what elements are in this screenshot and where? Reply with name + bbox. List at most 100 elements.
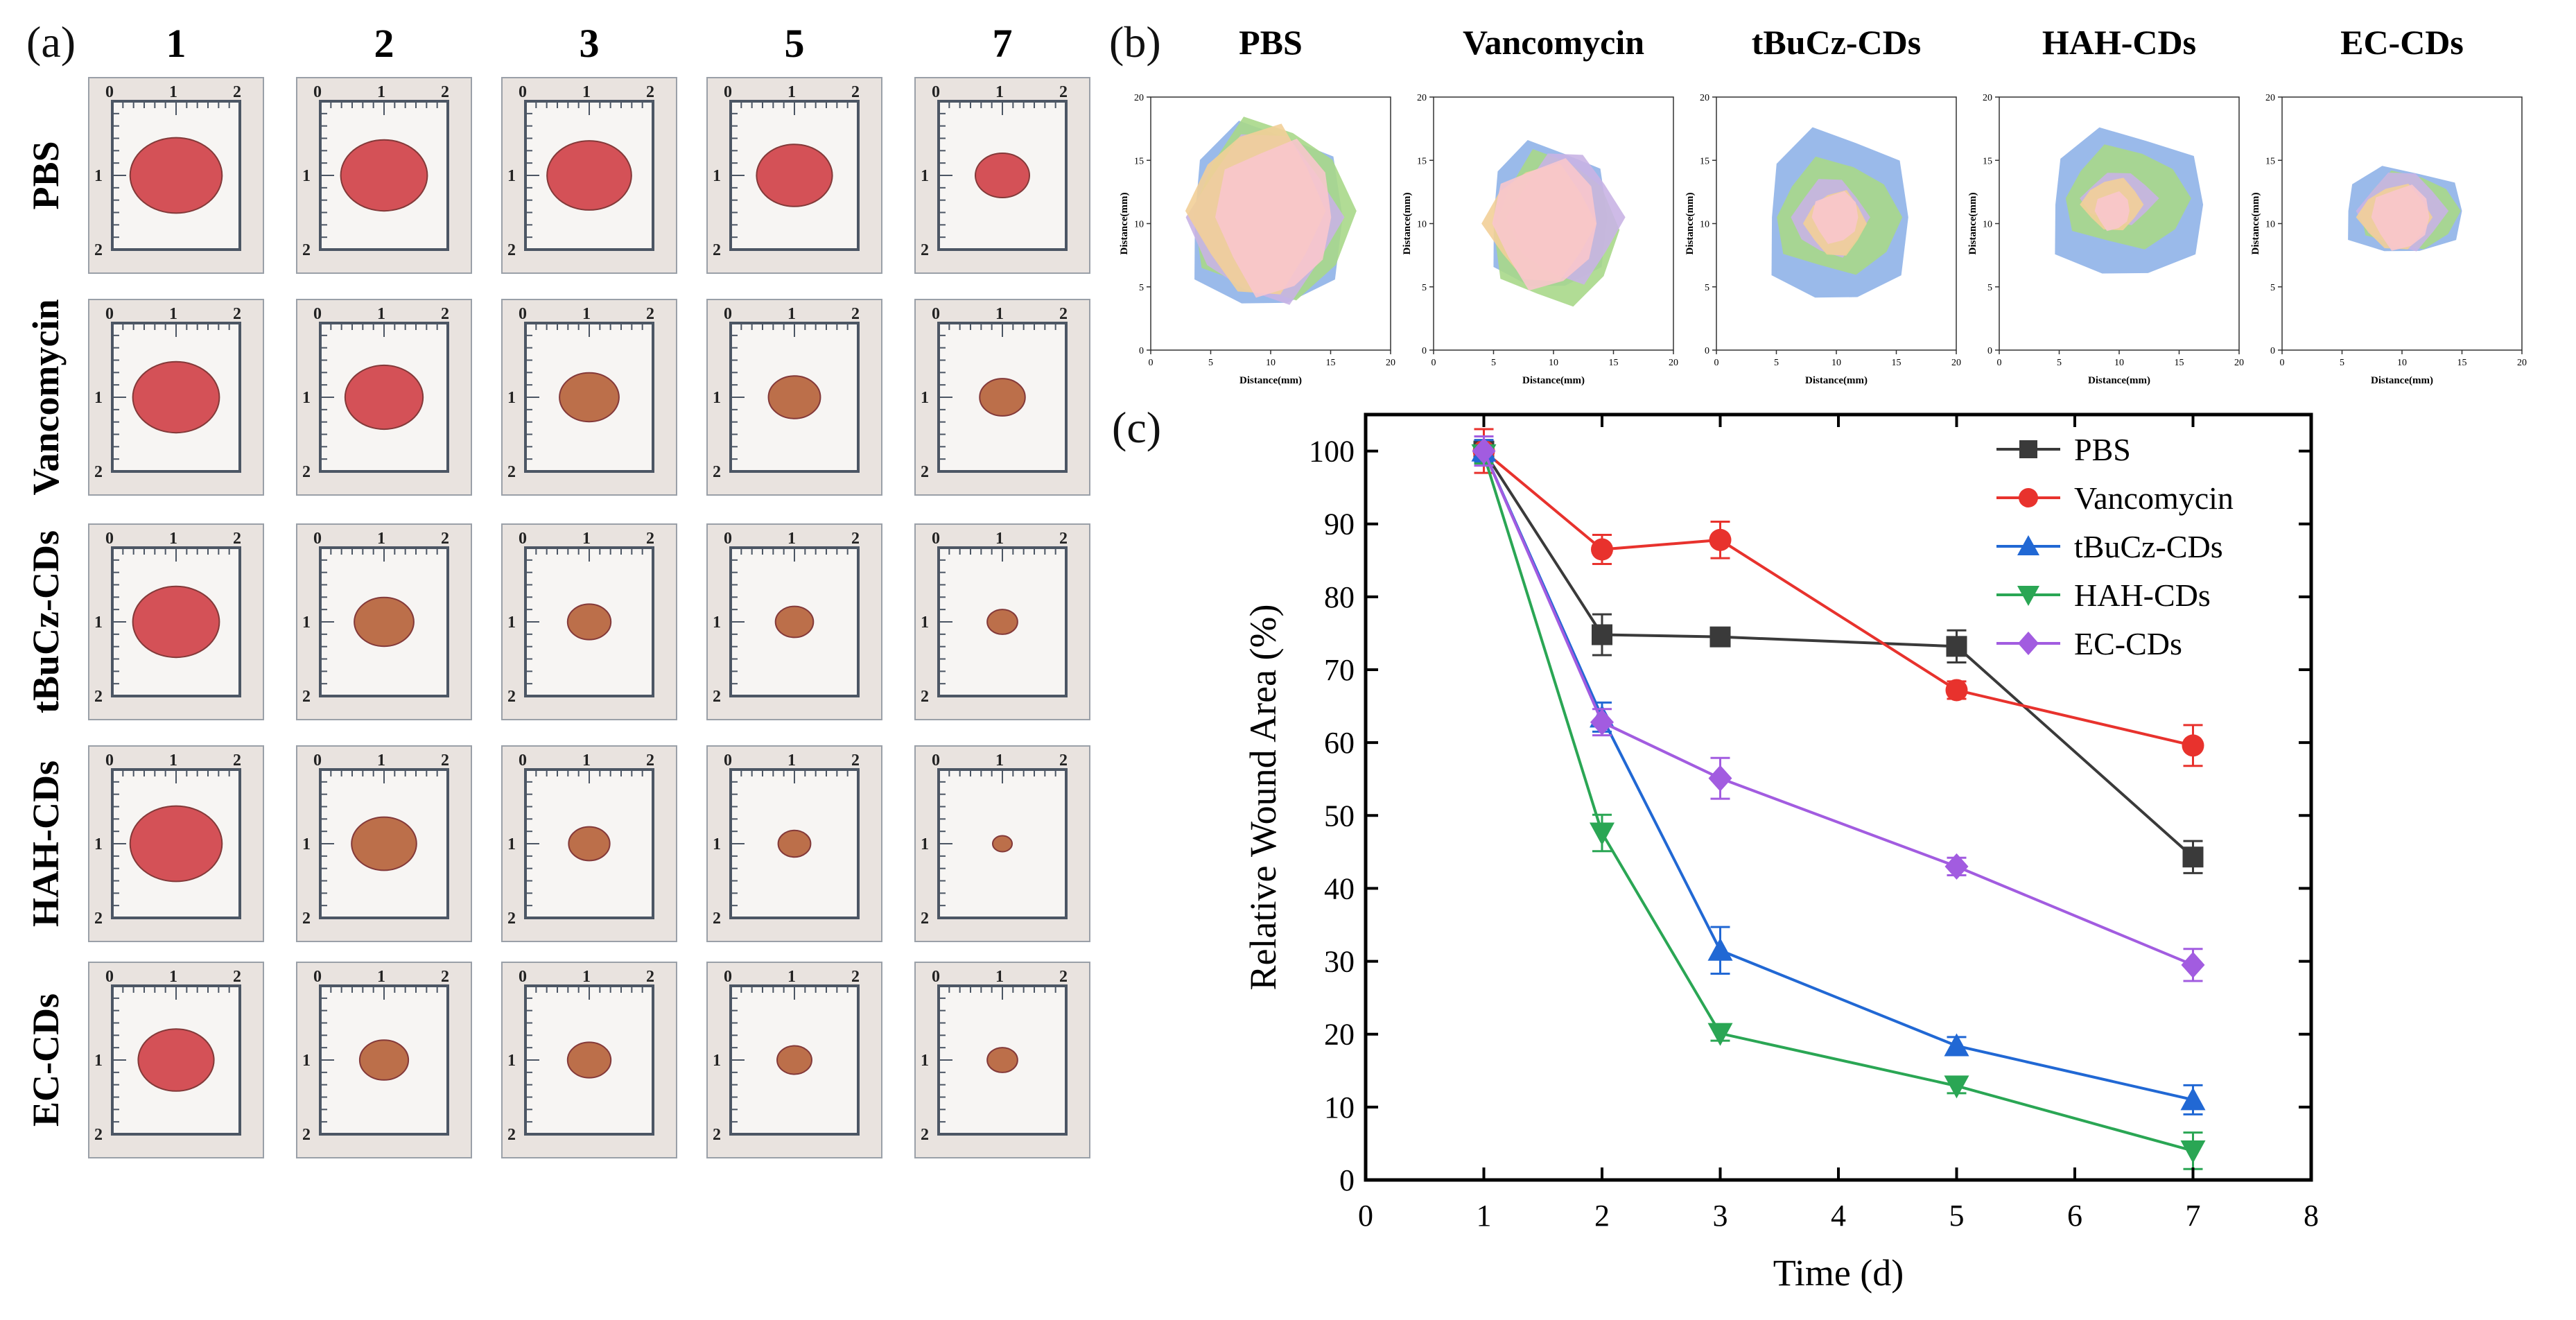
x-tick-label: 5 [1491,358,1496,368]
x-tick-label: 3 [1713,1199,1728,1233]
series-line [1482,450,2194,966]
ruler-label: 0 [519,83,527,101]
wound-photo-Vancomycin-day-1: 0 1 2 1 2 [88,299,264,496]
wound-trace-day-5 [1811,191,1859,245]
wound [344,364,424,431]
ruler-label: 2 [1059,530,1068,548]
y-tick-label: 5 [1705,283,1709,293]
x-tick-label: 10 [1266,358,1276,368]
ruler-label: 1 [995,530,1004,548]
ruler-label: 0 [313,305,322,323]
y-tick-label: 20 [1983,93,1992,103]
ruler-label: 1 [713,389,721,407]
ruler-label: 1 [995,968,1004,986]
wound-photo-HAH-CDs-day-1: 0 1 2 1 2 [88,745,264,942]
ruler-label: 2 [302,688,311,706]
ruler-label: 1 [302,1052,311,1070]
wound [986,1047,1018,1073]
ruler-label: 0 [932,305,940,323]
data-point [1591,538,1613,561]
wound-photo-EC-CDs-day-5: 0 1 2 1 2 [706,962,882,1158]
ruler-label: 1 [713,1052,721,1070]
y-axis-label: Distance(mm) [1119,193,1130,255]
ruler-label: 0 [519,752,527,770]
ruler-label: 1 [582,968,591,986]
data-point [1944,853,1969,880]
wound [975,153,1030,198]
y-tick-label: 40 [1324,871,1355,905]
data-point [2181,951,2205,978]
data-point [1944,1033,1969,1057]
ruler-label: 2 [921,241,929,259]
ruler-label: 0 [724,83,732,101]
ruler-label: 0 [932,83,940,101]
y-tick-label: 10 [1983,220,1992,230]
ruler-label: 1 [582,305,591,323]
ruler-label: 2 [851,83,860,101]
legend-label: HAH-CDs [2074,578,2211,613]
legend-label: Vancomycin [2074,480,2234,516]
x-axis-label: Distance(mm) [1805,375,1868,386]
y-tick-label: 15 [1134,156,1144,166]
y-tick-label: 20 [1134,93,1144,103]
y-tick-label: 10 [1134,220,1144,230]
ruler-label: 0 [105,530,114,548]
y-axis-label: Distance(mm) [2250,193,2261,255]
ruler-label: 2 [233,305,241,323]
x-tick-label: 0 [1149,358,1154,368]
x-tick-label: 10 [2397,358,2407,368]
x-tick-label: 10 [1549,358,1558,368]
x-tick-label: 20 [1386,358,1395,368]
y-tick-label: 0 [1705,346,1709,356]
data-point [1592,624,1612,645]
wound [777,829,812,858]
ruler-label: 2 [851,752,860,770]
data-point [1944,1075,1969,1099]
wound-photo-tBuCz-CDs-day-7: 0 1 2 1 2 [914,523,1090,720]
ruler-label: 2 [507,910,516,928]
ruler-label: 1 [94,614,103,632]
data-point [1708,765,1732,792]
wound [979,378,1026,417]
ruler-label: 2 [302,463,311,481]
ruler-label: 2 [507,1126,516,1144]
ruler-label: 0 [105,752,114,770]
wound-photo-EC-CDs-day-2: 0 1 2 1 2 [296,962,472,1158]
ruler-label: 0 [724,752,732,770]
ruler-label: 2 [851,530,860,548]
ruler-label: 1 [713,167,721,185]
wound [756,144,833,207]
data-point [1709,626,1731,648]
panel-label-c: (c) [1112,403,1162,452]
data-point [2182,846,2204,868]
y-tick-label: 10 [1417,220,1427,230]
x-tick-label: 20 [2234,358,2244,368]
ruler-label: 1 [377,530,385,548]
ruler-label: 2 [441,968,449,986]
ruler-label: 0 [313,83,322,101]
ruler-label: 1 [169,530,177,548]
wound-photo-EC-CDs-day-3: 0 1 2 1 2 [501,962,677,1158]
group-row-label-PBS: PBS [25,141,67,209]
y-tick-label: 0 [1339,1163,1355,1197]
group-row-label-tBuCz-CDs: tBuCz-CDs [25,530,67,713]
wound [986,609,1018,635]
legend-marker [2018,632,2039,655]
ruler-label: 1 [377,752,385,770]
x-tick-label: 4 [1831,1199,1846,1233]
series-EC-CDs [1472,435,2205,982]
ruler-label: 1 [787,83,796,101]
ruler-label: 1 [507,389,516,407]
y-tick-label: 10 [2265,220,2275,230]
ruler-label: 2 [921,688,929,706]
wound-photo-HAH-CDs-day-3: 0 1 2 1 2 [501,745,677,942]
wound-trace-day-5 [2371,184,2430,251]
wound [776,1045,812,1075]
ruler-label: 1 [94,835,103,853]
ruler-label: 0 [105,968,114,986]
ruler-label: 1 [921,167,929,185]
x-tick-label: 20 [1669,358,1678,368]
x-tick-label: 5 [1774,358,1779,368]
x-tick-label: 10 [1831,358,1841,368]
ruler-label: 0 [724,530,732,548]
